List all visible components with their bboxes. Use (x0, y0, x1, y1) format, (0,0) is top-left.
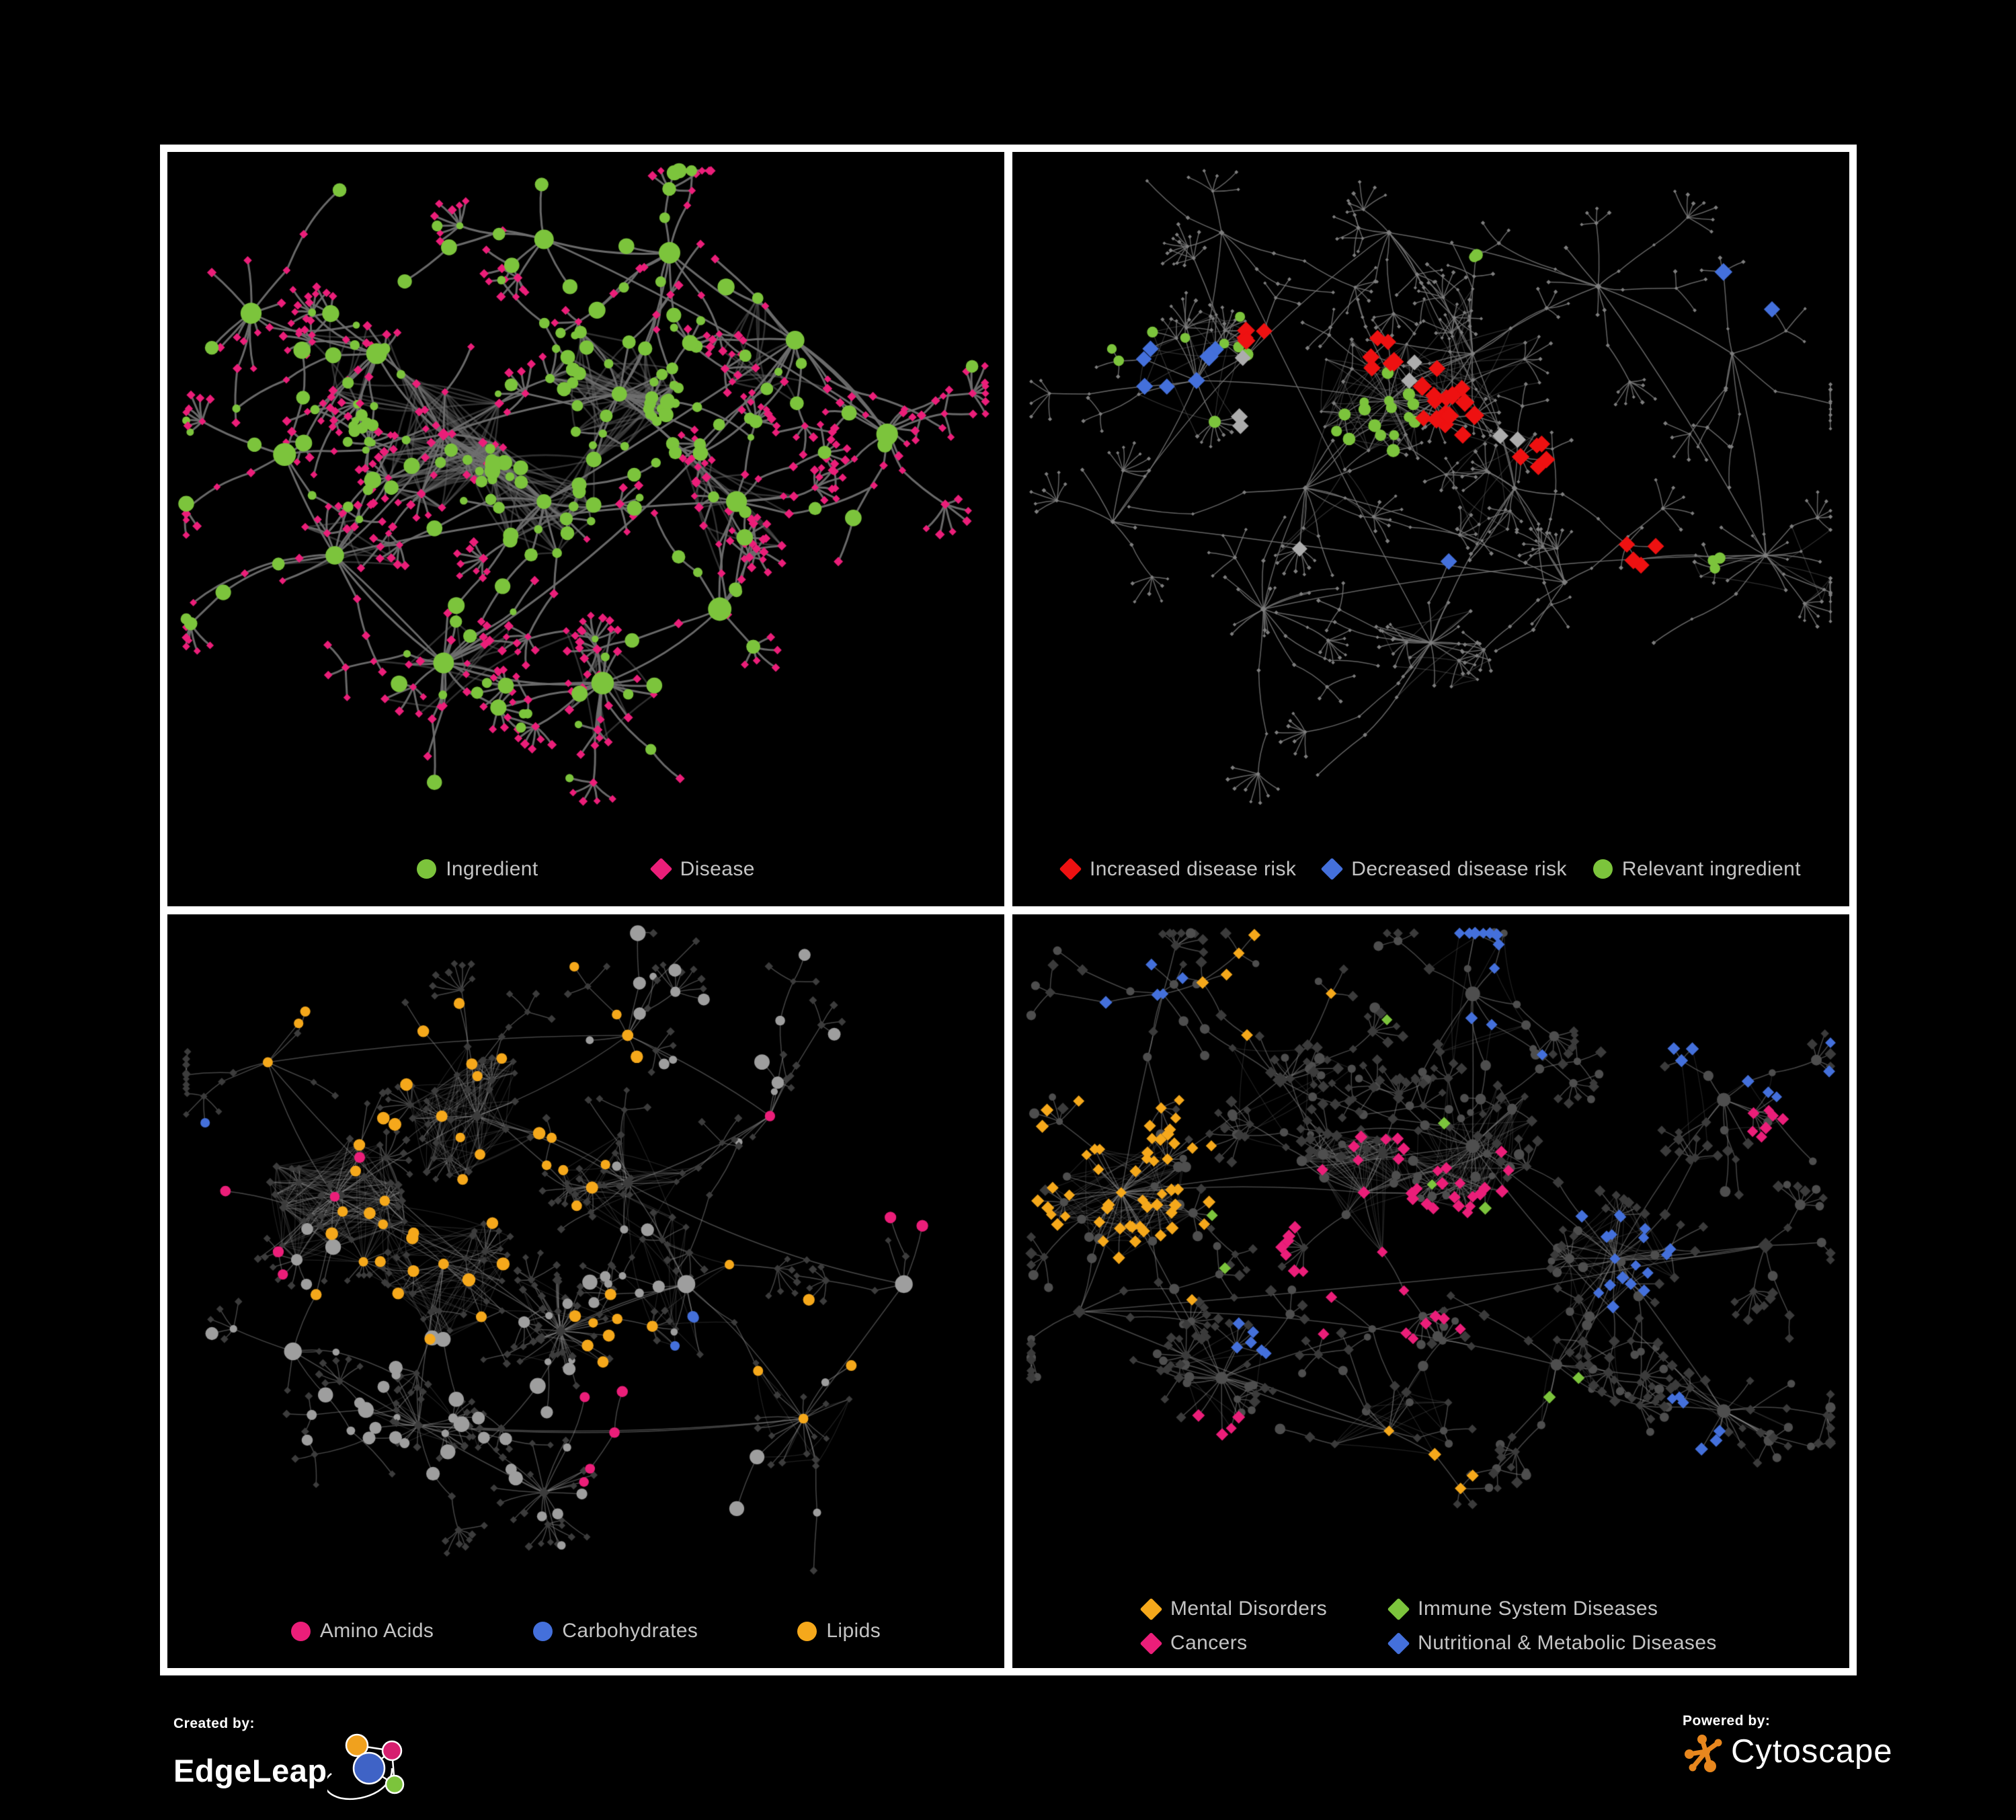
powered-by-block: Powered by: Cytosc (1683, 1713, 1893, 1772)
network-canvas-ingredient-disease (167, 152, 1004, 906)
created-by-block: Created by: EdgeLeap (173, 1716, 408, 1807)
edgeleap-network-icon (327, 1733, 404, 1801)
panel-ingredient-disease: Ingredient Disease (167, 152, 1004, 906)
panel-ingredient-classes: Amino Acids Carbohydrates Lipids (167, 914, 1004, 1668)
network-canvas-ingredient-classes (167, 914, 1004, 1668)
panel-disease-risk: Increased disease risk Decreased disease… (1012, 152, 1849, 906)
created-by-label: Created by: (173, 1716, 255, 1731)
powered-by-label: Powered by: (1683, 1713, 1771, 1729)
network-canvas-disease-classes (1012, 914, 1849, 1668)
figure-grid: Ingredient Disease Increased disease ris… (160, 145, 1857, 1675)
edgeleap-logo: EdgeLeap (173, 1752, 327, 1788)
panel-disease-classes: Mental Disorders Immune System Diseases … (1012, 914, 1849, 1668)
network-canvas-disease-risk (1012, 152, 1849, 906)
cytoscape-logo: Cytoscape (1731, 1733, 1893, 1770)
cytoscape-icon (1685, 1735, 1722, 1772)
